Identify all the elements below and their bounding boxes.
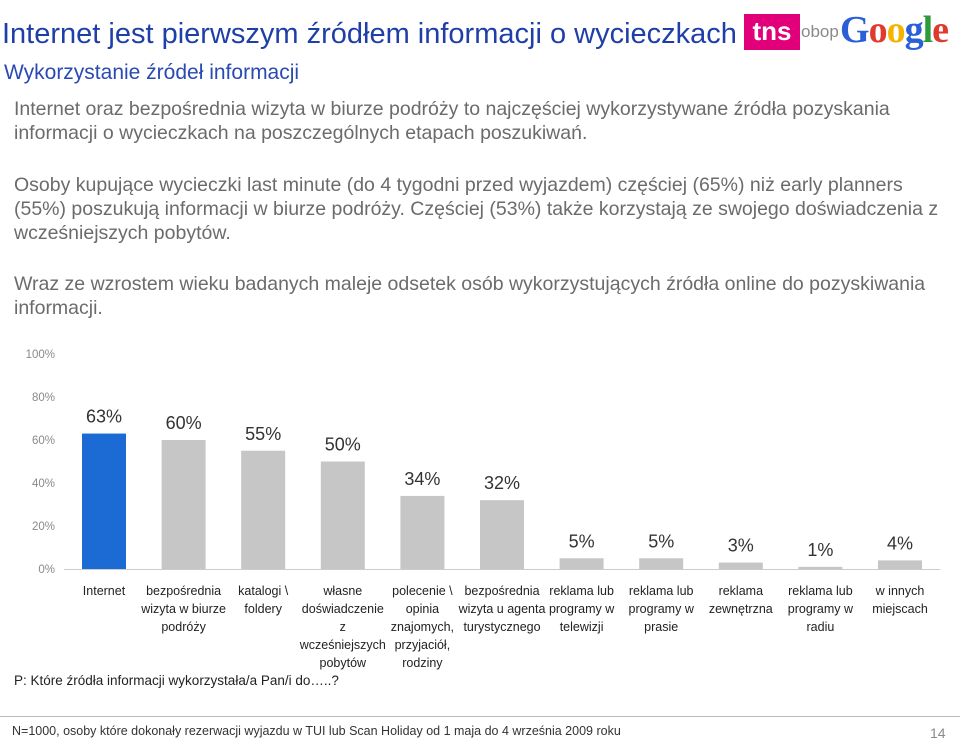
y-tick-label: 60% — [32, 435, 55, 447]
category-label: programy w — [629, 602, 695, 616]
footer-note: N=1000, osoby które dokonały rezerwacji … — [12, 724, 621, 738]
category-label: opinia — [406, 602, 439, 616]
survey-question: P: Które źródła informacji wykorzystała/… — [14, 673, 339, 688]
bar-value-label: 63% — [86, 407, 122, 427]
category-label: Internet — [83, 584, 126, 598]
y-tick-label: 20% — [32, 521, 55, 533]
bar — [639, 558, 684, 569]
bar-value-label: 50% — [325, 435, 361, 455]
category-label: turystycznego — [463, 620, 540, 634]
bar-value-label: 3% — [728, 536, 754, 556]
footer-divider — [0, 716, 960, 717]
category-label: programy w — [788, 602, 854, 616]
google-logo: Google — [840, 9, 949, 51]
summary-paragraph-1: Internet oraz bezpośrednia wizyta w biur… — [14, 98, 890, 144]
page-subtitle: Wykorzystanie źródeł informacji — [4, 61, 300, 84]
category-label: prasie — [644, 620, 678, 634]
bar — [718, 562, 763, 569]
category-label: doświadczenie — [302, 602, 384, 616]
bar-value-label: 55% — [245, 424, 281, 444]
bar-value-label: 1% — [807, 540, 833, 560]
bar-value-label: 5% — [569, 531, 595, 551]
category-label: programy w — [549, 602, 615, 616]
summary-paragraph-3: Wraz ze wzrostem wieku badanych maleje o… — [14, 273, 926, 319]
bar — [241, 450, 286, 569]
obop-logo: obop — [801, 22, 839, 41]
category-label: katalogi \ — [238, 584, 289, 598]
category-label: reklama — [719, 584, 764, 598]
bar — [400, 495, 445, 569]
category-label: polecenie \ — [392, 584, 453, 598]
category-label: radiu — [807, 620, 835, 634]
category-label: telewizji — [560, 620, 604, 634]
page-title: Internet jest pierwszym źródłem informac… — [2, 18, 737, 50]
category-label: foldery — [244, 602, 282, 616]
y-tick-label: 80% — [32, 392, 55, 404]
category-label: znajomych, — [391, 620, 454, 634]
bar-value-label: 4% — [887, 533, 913, 553]
category-label: własne — [322, 584, 362, 598]
y-tick-label: 0% — [38, 564, 55, 576]
bar — [161, 440, 206, 569]
category-label: przyjaciół, — [395, 638, 451, 652]
category-label: pobytów — [320, 656, 368, 670]
category-label: reklama lub — [788, 584, 853, 598]
bar-value-label: 32% — [484, 473, 520, 493]
bar — [320, 461, 365, 569]
category-label: miejscach — [872, 602, 928, 616]
category-label: z — [340, 620, 346, 634]
bar — [798, 566, 843, 569]
bar — [878, 560, 922, 569]
tns-logo: tns — [744, 14, 800, 50]
category-label: podróży — [161, 620, 206, 634]
category-label: rodziny — [402, 656, 443, 670]
category-label: zewnętrzna — [709, 602, 773, 616]
category-label: wizyta u agenta — [458, 602, 546, 616]
category-label: reklama lub — [629, 584, 694, 598]
bar-value-label: 34% — [404, 469, 440, 489]
bar-value-label: 5% — [648, 531, 674, 551]
summary-paragraph-2: Osoby kupujące wycieczki last minute (do… — [14, 174, 939, 244]
category-label: reklama lub — [549, 584, 614, 598]
bar — [480, 500, 524, 569]
y-tick-label: 40% — [32, 478, 55, 490]
bar-value-label: 60% — [166, 413, 202, 433]
bar — [82, 433, 126, 569]
sources-bar-chart: 100% 80% 60% 40% 20% 0% 63% Internet 60% bezpośre… — [26, 349, 940, 670]
category-label: bezpośrednia — [464, 584, 539, 598]
page-number: 14 — [930, 725, 946, 741]
category-label: wizyta w biurze — [140, 602, 226, 616]
y-tick-label: 100% — [26, 349, 55, 361]
category-label: wcześniejszych — [299, 638, 386, 652]
category-label: bezpośrednia — [146, 584, 221, 598]
category-label: w innych — [875, 584, 925, 598]
bar — [559, 558, 604, 569]
